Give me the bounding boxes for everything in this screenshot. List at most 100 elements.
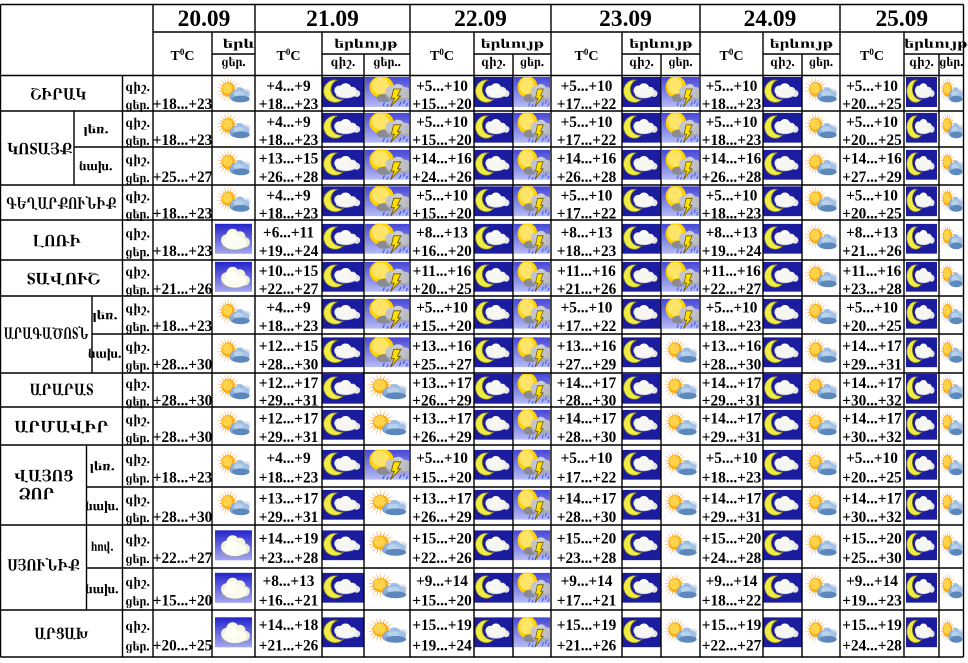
svg-text:+18...+23: +18...+23 xyxy=(259,132,319,149)
svg-text:+5...+10: +5...+10 xyxy=(416,187,468,204)
svg-text:+5...+10: +5...+10 xyxy=(416,450,468,467)
svg-text:+18...+23: +18...+23 xyxy=(702,205,762,222)
svg-text:+5...+10: +5...+10 xyxy=(561,450,613,467)
svg-text:+5...+10: +5...+10 xyxy=(706,114,758,131)
svg-text:+20...+25: +20...+25 xyxy=(842,132,902,149)
svg-text:+11...+16: +11...+16 xyxy=(843,263,902,280)
svg-text:+4...+9: +4...+9 xyxy=(266,300,311,317)
svg-text:+18...+23: +18...+23 xyxy=(153,96,213,113)
svg-text:+12...+17: +12...+17 xyxy=(259,411,319,428)
svg-text:T0C: T0C xyxy=(720,47,744,64)
svg-text:20.09: 20.09 xyxy=(178,6,231,32)
svg-text:+18...+23: +18...+23 xyxy=(259,205,319,222)
svg-text:+11...+16: +11...+16 xyxy=(413,263,472,280)
svg-text:+5...+10: +5...+10 xyxy=(706,450,758,467)
svg-text:+13...+16: +13...+16 xyxy=(412,338,472,355)
svg-text:+24...+26: +24...+26 xyxy=(412,169,472,186)
svg-text:+14...+16: +14...+16 xyxy=(842,151,902,168)
svg-text:+29...+31: +29...+31 xyxy=(259,429,319,446)
svg-text:+18...+23: +18...+23 xyxy=(702,132,762,149)
svg-text:+14...+17: +14...+17 xyxy=(842,491,902,508)
svg-text:+26...+29: +26...+29 xyxy=(412,429,472,446)
svg-text:+15...+19: +15...+19 xyxy=(702,617,762,634)
svg-text:+15...+20: +15...+20 xyxy=(412,132,472,149)
svg-text:+21...+26: +21...+26 xyxy=(259,637,319,654)
svg-text:+4...+9: +4...+9 xyxy=(266,78,311,95)
svg-text:+22...+26: +22...+26 xyxy=(412,550,472,567)
svg-text:+26...+29: +26...+29 xyxy=(412,393,472,410)
svg-text:+18...+23: +18...+23 xyxy=(153,318,213,335)
svg-text:+26...+28: +26...+28 xyxy=(702,169,762,186)
svg-text:+8...+13: +8...+13 xyxy=(263,573,315,590)
svg-text:T0C: T0C xyxy=(171,47,195,64)
svg-text:+12...+17: +12...+17 xyxy=(259,375,319,392)
svg-text:+13...+16: +13...+16 xyxy=(557,338,617,355)
svg-text:+15...+20: +15...+20 xyxy=(412,531,472,548)
svg-text:+5...+10: +5...+10 xyxy=(561,114,613,131)
svg-text:+14...+17: +14...+17 xyxy=(702,375,762,392)
svg-text:+5...+10: +5...+10 xyxy=(561,300,613,317)
svg-text:+14...+19: +14...+19 xyxy=(259,531,319,548)
svg-text:+19...+24: +19...+24 xyxy=(412,637,472,654)
svg-text:+29...+31: +29...+31 xyxy=(259,509,319,526)
svg-text:+29...+31: +29...+31 xyxy=(842,357,902,374)
svg-text:+15...+19: +15...+19 xyxy=(412,617,472,634)
svg-text:+15...+20: +15...+20 xyxy=(412,470,472,487)
svg-text:T0C: T0C xyxy=(575,47,599,64)
svg-text:+5...+10: +5...+10 xyxy=(561,78,613,95)
svg-text:+18...+23: +18...+23 xyxy=(153,132,213,149)
svg-text:+14...+16: +14...+16 xyxy=(412,151,472,168)
svg-text:+28...+30: +28...+30 xyxy=(557,429,617,446)
svg-text:+5...+10: +5...+10 xyxy=(561,187,613,204)
svg-text:+9...+14: +9...+14 xyxy=(561,573,613,590)
svg-text:+6...+11: +6...+11 xyxy=(263,224,314,241)
svg-text:+15...+20: +15...+20 xyxy=(153,592,213,609)
svg-text:+28...+30: +28...+30 xyxy=(557,393,617,410)
svg-text:+5...+10: +5...+10 xyxy=(846,114,898,131)
svg-text:+29...+31: +29...+31 xyxy=(702,429,762,446)
svg-text:+5...+10: +5...+10 xyxy=(706,78,758,95)
svg-text:T0C: T0C xyxy=(860,47,884,64)
svg-text:+23...+28: +23...+28 xyxy=(842,281,902,298)
svg-text:+21...+26: +21...+26 xyxy=(842,243,902,260)
svg-text:+14...+17: +14...+17 xyxy=(842,338,902,355)
svg-text:+30...+32: +30...+32 xyxy=(842,393,902,410)
svg-text:24.09: 24.09 xyxy=(744,6,797,32)
svg-text:+5...+10: +5...+10 xyxy=(706,187,758,204)
svg-text:+17...+22: +17...+22 xyxy=(557,318,617,335)
svg-text:+28...+30: +28...+30 xyxy=(153,357,213,374)
svg-text:+17...+22: +17...+22 xyxy=(557,96,617,113)
svg-text:+15...+20: +15...+20 xyxy=(412,96,472,113)
svg-text:+20...+25: +20...+25 xyxy=(842,470,902,487)
svg-text:+5...+10: +5...+10 xyxy=(846,78,898,95)
svg-text:22.09: 22.09 xyxy=(454,6,507,32)
svg-text:+19...+23: +19...+23 xyxy=(842,592,902,609)
svg-text:+22...+27: +22...+27 xyxy=(702,637,762,654)
svg-text:+28...+30: +28...+30 xyxy=(153,393,213,410)
svg-text:+8...+13: +8...+13 xyxy=(561,224,613,241)
svg-text:+11...+16: +11...+16 xyxy=(557,263,616,280)
svg-text:+5...+10: +5...+10 xyxy=(416,78,468,95)
svg-text:+8...+13: +8...+13 xyxy=(846,224,898,241)
svg-text:+18...+22: +18...+22 xyxy=(702,592,762,609)
svg-text:+15...+20: +15...+20 xyxy=(412,592,472,609)
svg-text:+19...+24: +19...+24 xyxy=(259,243,319,260)
svg-text:+29...+31: +29...+31 xyxy=(702,393,762,410)
svg-text:+13...+17: +13...+17 xyxy=(412,375,472,392)
svg-text:+14...+17: +14...+17 xyxy=(842,411,902,428)
svg-text:+15...+20: +15...+20 xyxy=(842,531,902,548)
svg-text:+30...+32: +30...+32 xyxy=(842,429,902,446)
svg-text:+18...+23: +18...+23 xyxy=(259,470,319,487)
svg-text:+14...+17: +14...+17 xyxy=(557,375,617,392)
svg-text:+12...+15: +12...+15 xyxy=(259,338,319,355)
svg-text:+15...+20: +15...+20 xyxy=(412,318,472,335)
svg-text:+22...+27: +22...+27 xyxy=(259,281,319,298)
svg-text:+15...+19: +15...+19 xyxy=(557,617,617,634)
svg-text:+21...+26: +21...+26 xyxy=(557,637,617,654)
svg-text:+18...+23: +18...+23 xyxy=(259,318,319,335)
svg-text:+28...+30: +28...+30 xyxy=(702,357,762,374)
svg-text:+28...+30: +28...+30 xyxy=(259,357,319,374)
svg-text:+29...+31: +29...+31 xyxy=(259,393,319,410)
svg-text:+9...+14: +9...+14 xyxy=(706,573,758,590)
svg-text:+13...+17: +13...+17 xyxy=(412,411,472,428)
